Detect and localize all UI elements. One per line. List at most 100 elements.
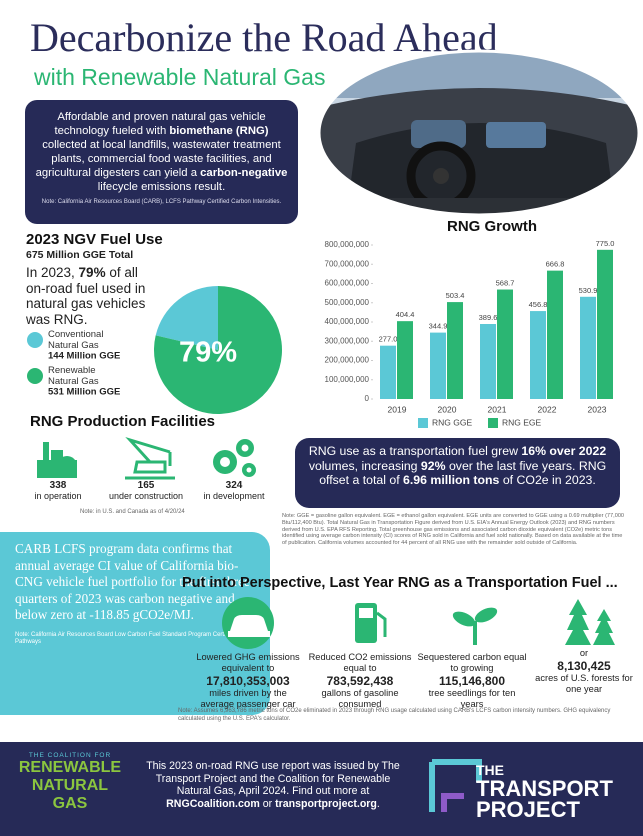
footer-link[interactable]: RNGCoalition.com — [166, 797, 260, 810]
value-label: 503.4 — [446, 291, 465, 300]
gears-icon — [213, 439, 256, 477]
perspective-tail: gallons of gasoline consumed — [321, 688, 399, 709]
intro-text: Affordable and proven natural gas vehicl… — [35, 110, 288, 194]
intro-note: Note: California Air Resources Board (CA… — [41, 199, 282, 205]
transport-logo-mark — [429, 759, 482, 812]
value-label: 277.0 — [379, 335, 398, 344]
carb-box: CARB LCFS program data confirms that ann… — [0, 532, 270, 715]
callout-bold: 16% over 2022 — [521, 444, 607, 458]
chart-title: RNG Growth — [447, 218, 537, 235]
facility-label: in development — [203, 491, 265, 501]
growth-callout: RNG use as a transportation fuel grew 16… — [295, 438, 620, 508]
footer — [0, 742, 643, 836]
bar — [547, 270, 563, 399]
intro-run: lifecycle emissions result. — [97, 181, 226, 193]
facility-label: under construction — [108, 491, 184, 501]
bar — [597, 249, 613, 399]
callout-run: volumes, increasing — [308, 458, 421, 473]
bar — [530, 311, 546, 399]
fuel-bold: 79% — [78, 265, 106, 280]
footer-run: or — [259, 797, 276, 810]
legend-label: Conventional Natural Gas — [48, 329, 103, 351]
value-label: 389.6 — [479, 313, 498, 322]
facilities-note: Note: in U.S. and Canada as of 4/20/24 — [80, 509, 185, 515]
callout-bold: 6.96 million tons — [403, 473, 500, 487]
x-tick-label: 2022 — [538, 404, 557, 414]
footer-text: This 2023 on-road RNG use report was iss… — [138, 760, 408, 810]
pump-icon — [355, 603, 387, 643]
y-tick-label: 400,000,000 — [325, 317, 370, 326]
legend-swatch — [488, 418, 498, 428]
perspective-value: 115,146,800 — [438, 674, 506, 688]
seedling-icon — [452, 607, 498, 645]
perspective-item: Lowered GHG emissions equivalent to 17,81… — [192, 652, 304, 710]
y-tick-label: 800,000,000 — [325, 240, 370, 249]
value-label: 344.9 — [429, 322, 448, 331]
perspective-item: or 8,130,425 acres of U.S. forests for one… — [528, 648, 640, 695]
facility-item: 324 in development — [188, 480, 280, 502]
logo-name: NATURAL GAS — [31, 777, 109, 812]
callout-run: of CO2e in 2023. — [499, 473, 596, 487]
perspective-tail: acres of U.S. forests for one year — [535, 673, 633, 694]
logo-name: TRANSPORT — [476, 776, 613, 801]
facility-item: 165 under construction — [100, 480, 192, 502]
intro-box: Affordable and proven natural gas vehicl… — [25, 100, 298, 224]
legend-swatch — [27, 332, 43, 348]
perspective-lead: Reduced CO2 emissions equal to — [308, 652, 412, 673]
bar — [397, 321, 413, 399]
subtitle: with Renewable Natural Gas — [34, 64, 326, 90]
y-tick-label: 200,000,000 — [325, 356, 370, 365]
bar — [497, 289, 513, 399]
y-tick-label: 300,000,000 — [325, 336, 370, 345]
fuel-use-text: In 2023, 79% of all on-road fuel used in… — [26, 265, 156, 327]
value-label: 530.9 — [579, 286, 598, 295]
bar-chart: RNG Growth 0 100,000,000 200,000,000 300,000… — [325, 218, 614, 428]
value-label: 404.4 — [396, 310, 415, 319]
legend-label: Renewable Natural Gas — [48, 365, 99, 387]
callout-run: RNG use as a transportation fuel grew — [308, 444, 522, 458]
intro-bold: biomethane (RNG) — [169, 125, 269, 137]
logo-name: PROJECT — [476, 797, 580, 822]
value-label: 456.8 — [529, 300, 548, 309]
facility-count: 324 — [225, 480, 243, 491]
fuel-run: In 2023, — [26, 265, 79, 280]
car-icon — [222, 597, 274, 649]
y-tick-label: 700,000,000 — [325, 259, 370, 268]
value-label: 568.7 — [496, 279, 515, 288]
value-label: 666.8 — [546, 260, 565, 269]
bar — [480, 324, 496, 399]
legend-label: RNG EGE — [502, 417, 542, 427]
footnote: Note: GGE = gasoline gallon equivalent. … — [282, 513, 625, 547]
x-tick-label: 2023 — [588, 404, 607, 414]
title: Decarbonize the Road Ahead — [30, 15, 498, 60]
fuel-use-total: 675 Million GGE Total — [26, 249, 134, 261]
logo-top: THE — [476, 762, 504, 778]
perspective-item: Reduced CO2 emissions equal to 783,592,43… — [304, 652, 416, 710]
perspective-lead: Sequestered carbon equal to growing — [417, 652, 527, 673]
perspective-lead: or — [579, 648, 589, 658]
callout-bold: 92% — [420, 458, 446, 473]
perspective-lead: Lowered GHG emissions equivalent to — [196, 652, 300, 673]
perspective-value: 783,592,438 — [326, 674, 394, 688]
intro-run: Affordable and proven natural gas vehicl… — [54, 111, 266, 137]
facility-label: in operation — [34, 491, 82, 501]
intro-bold: carbon-negative — [200, 167, 288, 179]
intro-run: collected at local landfills, wastewater… — [35, 139, 281, 179]
x-tick-label: 2020 — [438, 404, 457, 414]
perspective-value: 8,130,425 — [557, 659, 611, 673]
perspective-title: Put into Perspective, Last Year RNG as a… — [182, 575, 618, 591]
legend-swatch — [27, 368, 43, 384]
perspective-icons — [222, 597, 615, 649]
transport-logo: THE TRANSPORT PROJECT — [476, 762, 613, 822]
bar — [380, 345, 396, 399]
bar — [430, 332, 446, 399]
footer-link[interactable]: transportproject.org — [275, 797, 377, 810]
footer-run: . — [376, 797, 380, 810]
perspective-note: Note: Assumes 6,963,786 metric tons of C… — [178, 708, 611, 722]
crane-icon — [125, 437, 175, 480]
carb-note: Note: California Air Resources Board Low… — [15, 631, 249, 646]
facility-count: 165 — [137, 480, 155, 491]
